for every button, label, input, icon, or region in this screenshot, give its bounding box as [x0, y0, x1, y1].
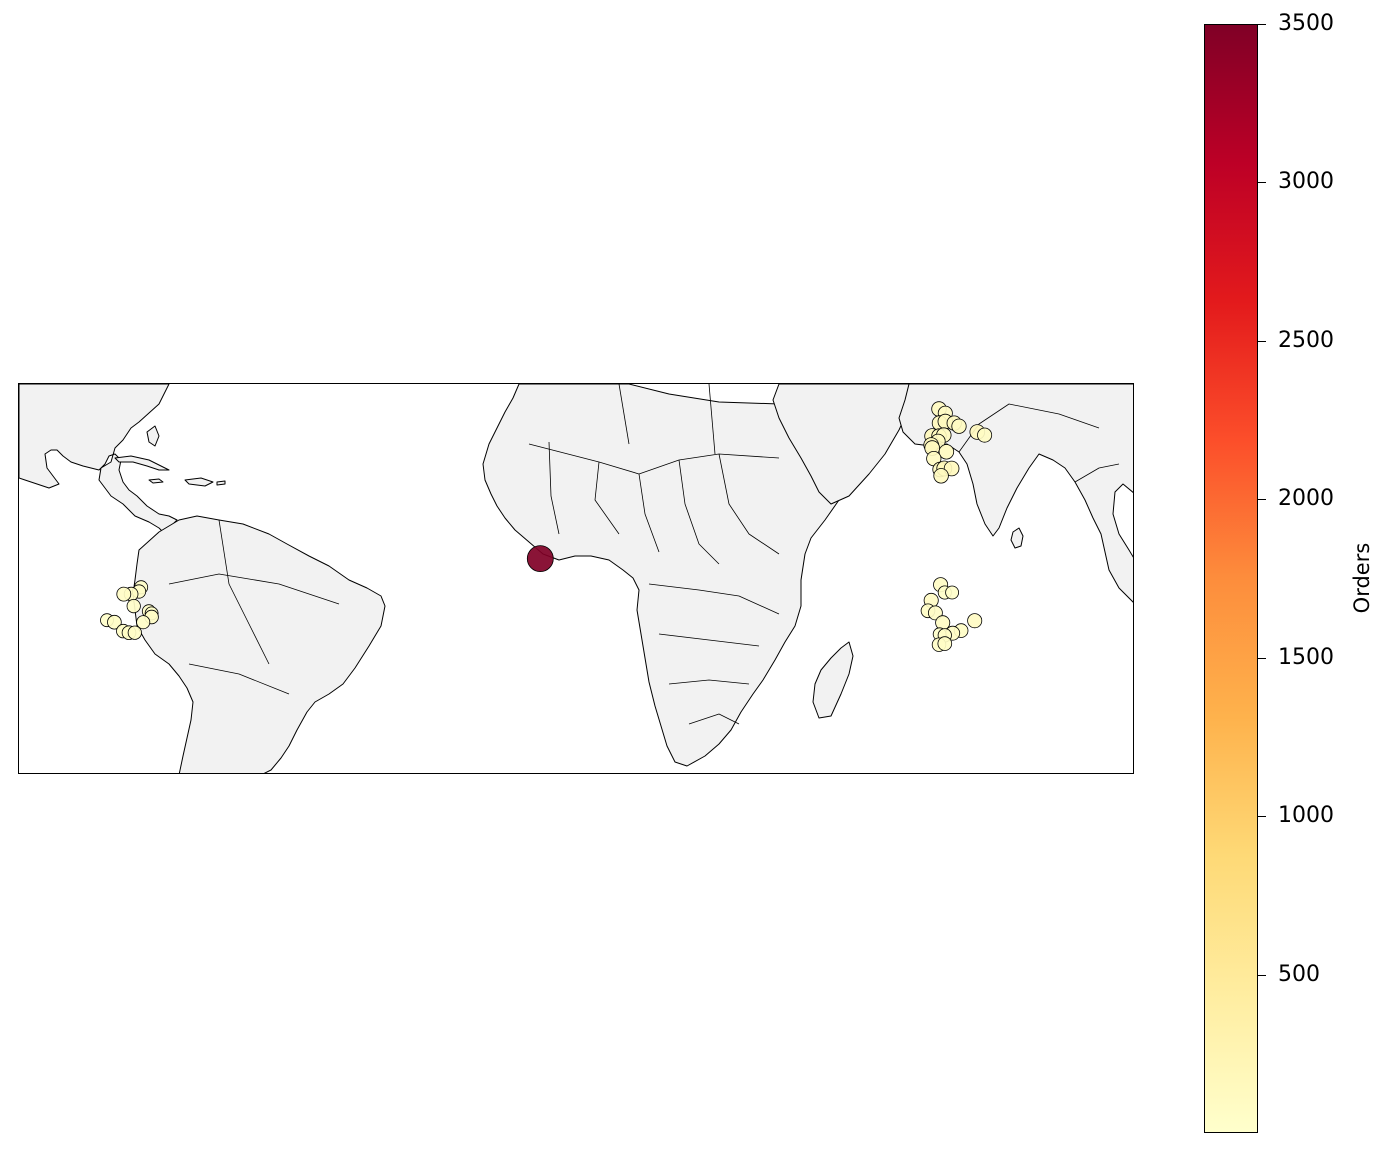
- colorbar-tick: [1258, 340, 1266, 342]
- colorbar-tick-label: 1500: [1278, 644, 1334, 670]
- colorbar-label: Orders: [1350, 542, 1374, 614]
- island-sri-lanka: [1010, 527, 1024, 549]
- island-florida-tip: [146, 425, 160, 447]
- colorbar-tick-label: 3000: [1278, 169, 1334, 195]
- map-point[interactable]: [526, 545, 554, 573]
- colorbar-tick-label: 1000: [1278, 803, 1334, 829]
- map-point[interactable]: [933, 468, 949, 484]
- colorbar-tick: [1258, 657, 1266, 659]
- colorbar-tick-label: 2000: [1278, 486, 1334, 512]
- landmass-north-america: [19, 384, 178, 535]
- map-point[interactable]: [938, 444, 955, 460]
- map-frame[interactable]: [18, 383, 1134, 774]
- colorbar-tick: [1258, 816, 1266, 818]
- island-puerto-rico: [216, 480, 226, 486]
- colorbar-tick: [1258, 182, 1266, 184]
- colorbar-tick: [1258, 499, 1266, 501]
- landmass-south-asia: [898, 384, 1133, 603]
- map-point[interactable]: [116, 586, 132, 602]
- map-point[interactable]: [126, 599, 141, 614]
- colorbar: [1204, 24, 1258, 1133]
- map-point[interactable]: [937, 636, 953, 651]
- map-point[interactable]: [136, 615, 151, 630]
- map-point[interactable]: [107, 614, 122, 630]
- colorbar-tick: [1258, 24, 1266, 25]
- colorbar-tick: [1258, 974, 1266, 976]
- island-cuba: [114, 455, 170, 471]
- country-borders: [168, 384, 1120, 725]
- land-layer: [19, 384, 1133, 773]
- island-jamaica: [148, 478, 164, 484]
- points-layer: [100, 401, 993, 652]
- map-canvas[interactable]: [19, 384, 1134, 774]
- map-point[interactable]: [945, 585, 959, 600]
- island-hispaniola: [184, 477, 214, 487]
- map-point[interactable]: [977, 427, 993, 443]
- colorbar-tick-label: 2500: [1278, 327, 1334, 353]
- colorbar-tick-label: 3500: [1278, 11, 1334, 36]
- island-madagascar: [812, 641, 854, 719]
- map-point[interactable]: [951, 418, 967, 434]
- landmass-south-america: [132, 515, 386, 773]
- map-point[interactable]: [967, 613, 983, 629]
- map-point[interactable]: [127, 625, 142, 640]
- colorbar-tick-label: 500: [1278, 961, 1320, 987]
